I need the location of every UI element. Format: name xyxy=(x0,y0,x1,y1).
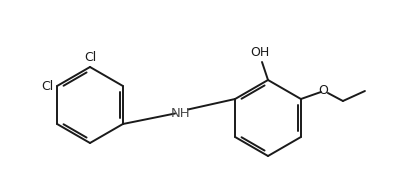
Text: OH: OH xyxy=(251,46,270,59)
Text: Cl: Cl xyxy=(41,79,53,92)
Text: Cl: Cl xyxy=(84,51,96,64)
Text: NH: NH xyxy=(171,107,191,120)
Text: O: O xyxy=(318,84,328,97)
